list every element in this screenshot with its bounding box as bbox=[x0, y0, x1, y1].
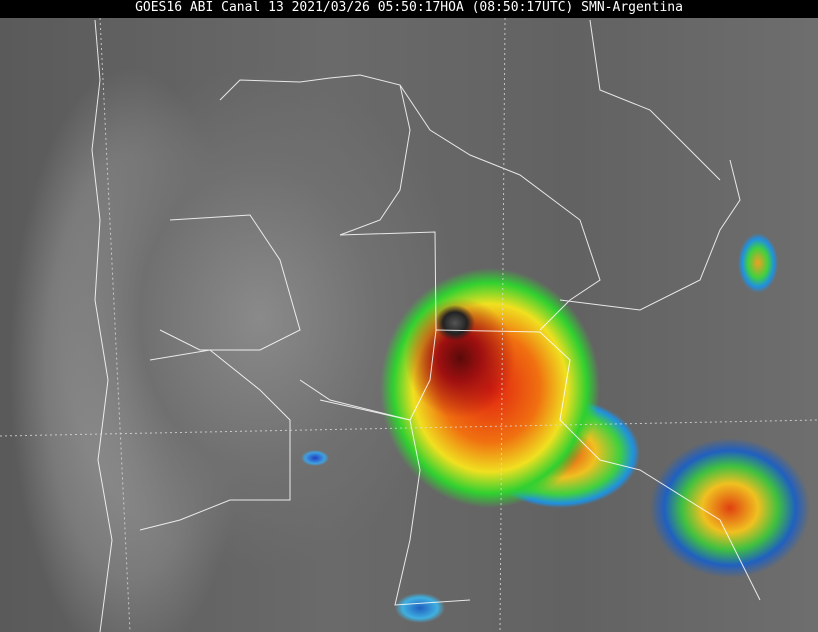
satellite-image bbox=[0, 18, 818, 632]
graticule bbox=[0, 17, 818, 632]
border-east bbox=[589, 19, 721, 181]
political-boundaries bbox=[91, 19, 761, 632]
border-province-1 bbox=[299, 231, 437, 421]
border-province-4 bbox=[319, 399, 471, 606]
border-province-3 bbox=[139, 349, 291, 531]
image-title: GOES16 ABI Canal 13 2021/03/26 05:50:17H… bbox=[0, 0, 818, 18]
border-river bbox=[435, 329, 761, 601]
border-paraguay bbox=[399, 84, 601, 331]
border-brazil-uruguay bbox=[559, 159, 741, 311]
longitude-line-2 bbox=[499, 17, 506, 632]
border-chile-argentina bbox=[91, 19, 113, 632]
latitude-line bbox=[0, 419, 818, 437]
border-province-2 bbox=[159, 214, 301, 351]
longitude-line-1 bbox=[99, 17, 131, 632]
border-bolivia bbox=[219, 74, 411, 236]
